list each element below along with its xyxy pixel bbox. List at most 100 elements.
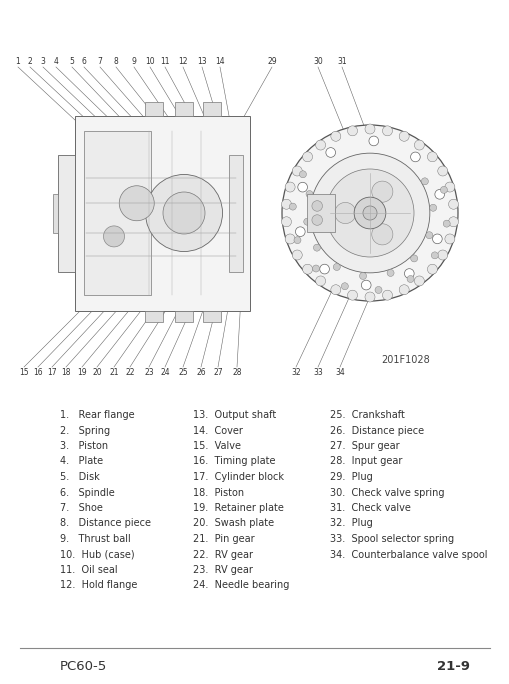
Text: 25.  Crankshaft: 25. Crankshaft	[329, 410, 404, 420]
Circle shape	[413, 276, 423, 286]
Text: 17.  Cylinder block: 17. Cylinder block	[192, 472, 284, 482]
Text: 24.  Needle bearing: 24. Needle bearing	[192, 581, 289, 590]
Circle shape	[427, 264, 437, 274]
Circle shape	[305, 191, 313, 198]
Bar	[203, 311, 220, 322]
Circle shape	[103, 226, 124, 247]
Circle shape	[297, 183, 307, 192]
Circle shape	[447, 217, 458, 227]
Text: 28: 28	[232, 368, 241, 377]
Bar	[145, 102, 163, 116]
Text: 34.  Counterbalance valve spool: 34. Counterbalance valve spool	[329, 549, 487, 560]
Text: 26: 26	[196, 368, 206, 377]
Circle shape	[347, 290, 357, 300]
Circle shape	[364, 292, 374, 302]
Circle shape	[420, 178, 428, 185]
Circle shape	[312, 265, 319, 272]
Circle shape	[444, 234, 454, 244]
Circle shape	[292, 166, 302, 176]
Text: 16: 16	[33, 368, 43, 377]
Text: 30: 30	[313, 57, 322, 66]
Text: 31: 31	[336, 57, 346, 66]
Circle shape	[330, 131, 340, 142]
Text: 14.  Cover: 14. Cover	[192, 425, 242, 436]
Text: 22: 22	[125, 368, 134, 377]
Circle shape	[333, 263, 340, 270]
Circle shape	[293, 237, 300, 244]
Text: 4.   Plate: 4. Plate	[60, 456, 103, 466]
Circle shape	[406, 276, 413, 282]
Text: 13: 13	[197, 57, 207, 66]
Circle shape	[437, 250, 447, 260]
Text: 25: 25	[178, 368, 187, 377]
Text: 21: 21	[109, 368, 119, 377]
Circle shape	[312, 200, 322, 211]
Text: 19.  Retainer plate: 19. Retainer plate	[192, 503, 284, 513]
Text: 29.  Plug: 29. Plug	[329, 472, 372, 482]
Text: 32: 32	[291, 368, 300, 377]
Text: 18: 18	[61, 368, 71, 377]
Circle shape	[319, 264, 329, 274]
Circle shape	[285, 182, 295, 192]
Circle shape	[410, 255, 417, 262]
Circle shape	[353, 197, 385, 229]
Circle shape	[119, 186, 154, 221]
Text: 1: 1	[16, 57, 20, 66]
Circle shape	[347, 126, 357, 136]
Text: 28.  Input gear: 28. Input gear	[329, 456, 402, 466]
Circle shape	[145, 174, 222, 252]
Text: 31.  Check valve: 31. Check valve	[329, 503, 410, 513]
Text: 23: 23	[144, 368, 154, 377]
Bar	[203, 102, 220, 116]
Circle shape	[292, 250, 302, 260]
Circle shape	[309, 153, 429, 273]
Circle shape	[413, 140, 423, 150]
Text: 21.  Pin gear: 21. Pin gear	[192, 534, 254, 544]
Text: 12.  Hold flange: 12. Hold flange	[60, 581, 137, 590]
Bar	[84, 131, 151, 295]
Text: 26.  Distance piece: 26. Distance piece	[329, 425, 423, 436]
Text: 7: 7	[97, 57, 102, 66]
Circle shape	[315, 140, 325, 150]
Bar	[306, 194, 334, 233]
Text: 21-9: 21-9	[436, 660, 469, 673]
Text: 11: 11	[160, 57, 169, 66]
Circle shape	[404, 269, 413, 278]
Circle shape	[371, 181, 392, 202]
Bar	[145, 311, 163, 322]
Circle shape	[434, 189, 444, 199]
Text: 3: 3	[41, 57, 45, 66]
Text: 24: 24	[160, 368, 169, 377]
Bar	[229, 155, 243, 272]
Text: 33: 33	[313, 368, 322, 377]
Text: 1.   Rear flange: 1. Rear flange	[60, 410, 134, 420]
Bar	[175, 102, 192, 116]
Circle shape	[163, 192, 205, 234]
Circle shape	[399, 131, 408, 142]
Text: 19: 19	[77, 368, 87, 377]
Circle shape	[368, 136, 378, 146]
Text: 9.   Thrust ball: 9. Thrust ball	[60, 534, 130, 544]
Text: 23.  RV gear: 23. RV gear	[192, 565, 252, 575]
Circle shape	[315, 276, 325, 286]
Circle shape	[371, 224, 392, 245]
Circle shape	[382, 126, 392, 136]
Circle shape	[281, 199, 291, 209]
Circle shape	[325, 148, 335, 157]
Text: 20.  Swash plate: 20. Swash plate	[192, 518, 274, 529]
Text: 5: 5	[69, 57, 74, 66]
Text: 32.  Plug: 32. Plug	[329, 518, 372, 529]
Text: 17: 17	[47, 368, 56, 377]
Bar	[52, 194, 58, 233]
Circle shape	[382, 290, 392, 300]
Bar	[75, 116, 250, 311]
Text: 18.  Piston: 18. Piston	[192, 488, 244, 497]
Text: 3.   Piston: 3. Piston	[60, 441, 108, 451]
Text: 11.  Oil seal: 11. Oil seal	[60, 565, 118, 575]
Circle shape	[437, 166, 447, 176]
Circle shape	[361, 280, 371, 290]
Circle shape	[302, 264, 312, 274]
Circle shape	[447, 199, 458, 209]
Text: 10: 10	[145, 57, 155, 66]
Circle shape	[432, 234, 441, 244]
